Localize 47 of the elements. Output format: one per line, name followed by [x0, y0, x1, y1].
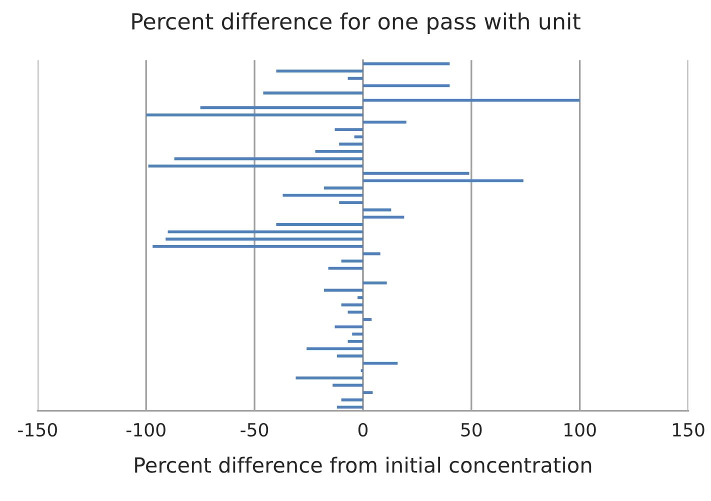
bar [362, 282, 387, 284]
bar [362, 216, 404, 219]
x-tick-label: 100 [564, 422, 596, 437]
bar [339, 142, 363, 146]
bar [166, 238, 363, 241]
bar [339, 201, 363, 204]
x-tick-label: -100 [126, 422, 166, 437]
bar [362, 172, 470, 175]
bar [362, 362, 398, 365]
bar [362, 391, 373, 394]
bar [315, 150, 363, 153]
x-tick-label: 50 [461, 422, 482, 437]
bar [296, 376, 363, 380]
bar [276, 223, 363, 226]
bar [168, 230, 363, 234]
x-axis-title: Percent difference from initial concentration [135, 456, 592, 473]
x-tick-label: 0 [358, 422, 368, 437]
bar [341, 398, 363, 402]
bar [276, 70, 363, 73]
bar [348, 310, 363, 314]
bar [348, 340, 363, 343]
x-tick-label: -50 [240, 422, 268, 437]
bar [362, 98, 580, 102]
bar [336, 406, 363, 409]
bar [336, 354, 363, 358]
x-tick-label: 150 [673, 422, 704, 437]
bar [362, 208, 392, 212]
bar [263, 92, 363, 94]
bar [341, 303, 363, 306]
bar [324, 186, 363, 190]
chart-title: Percent difference for one pass with unit [132, 12, 580, 34]
bar [352, 332, 363, 336]
x-tick-label: -150 [18, 422, 57, 437]
bar [354, 135, 363, 138]
bar [146, 113, 363, 116]
bar [362, 84, 450, 88]
bar [358, 296, 363, 300]
bar [200, 106, 363, 110]
bar [148, 164, 363, 168]
bar [362, 318, 372, 321]
bar [334, 128, 363, 131]
bar [334, 325, 363, 328]
bar [328, 266, 363, 270]
bar [152, 244, 363, 248]
bar [348, 76, 363, 80]
bar [362, 179, 524, 182]
bar [341, 260, 363, 263]
